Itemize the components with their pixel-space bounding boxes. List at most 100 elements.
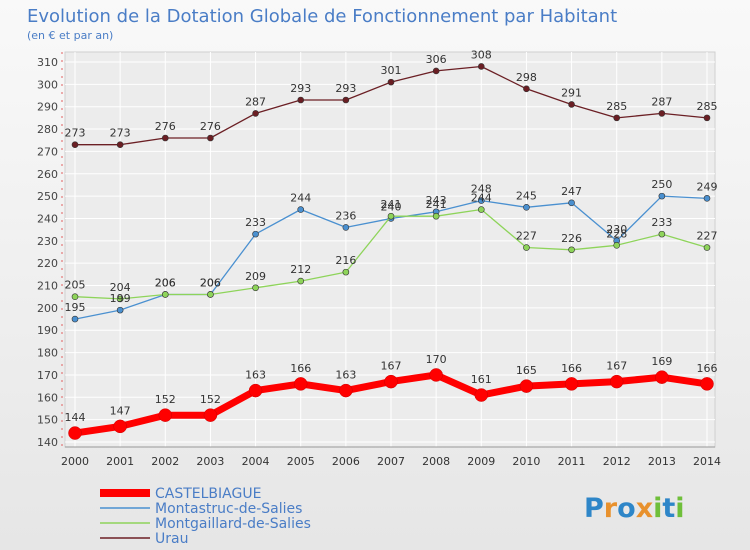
- data-point: [523, 85, 530, 93]
- data-label: 244: [290, 192, 311, 205]
- y-tick-label: 150: [37, 414, 58, 427]
- logo-letter: P: [584, 493, 604, 524]
- y-tick-label: 190: [37, 324, 58, 337]
- y-tick-label: 160: [37, 391, 58, 404]
- x-tick-label: 2012: [603, 455, 631, 468]
- data-label: 250: [651, 178, 672, 191]
- logo-letter: r: [604, 493, 618, 524]
- data-label: 244: [471, 192, 492, 205]
- y-tick-label: 210: [37, 280, 58, 293]
- data-point: [477, 197, 485, 204]
- data-point: [342, 96, 350, 104]
- data-point: [609, 374, 624, 389]
- data-point: [297, 277, 305, 285]
- data-label: 273: [110, 127, 131, 140]
- data-point: [297, 206, 305, 213]
- logo-letter: i: [653, 493, 662, 524]
- data-point: [252, 284, 259, 292]
- y-tick-label: 260: [37, 168, 58, 181]
- chart-title: Evolution de la Dotation Globale de Fonc…: [27, 6, 617, 27]
- data-point: [658, 110, 666, 117]
- data-label: 249: [697, 180, 718, 193]
- logo-letter: x: [636, 493, 653, 524]
- x-tick-label: 2004: [242, 455, 270, 468]
- data-point: [568, 101, 575, 108]
- data-label: 216: [335, 254, 356, 267]
- data-label: 243: [426, 194, 447, 207]
- data-label: 152: [200, 393, 221, 406]
- data-label: 285: [606, 100, 627, 113]
- data-point: [68, 426, 82, 440]
- data-point: [432, 212, 440, 220]
- data-point: [203, 408, 218, 422]
- data-point: [700, 377, 714, 391]
- data-label: 161: [471, 373, 492, 386]
- data-point: [568, 246, 575, 254]
- data-point: [658, 192, 666, 200]
- data-point: [568, 199, 575, 207]
- x-tick-label: 2001: [106, 455, 134, 468]
- logo-letter: o: [617, 493, 636, 524]
- data-point: [703, 244, 711, 251]
- data-label: 247: [561, 185, 582, 198]
- y-tick-label: 180: [37, 347, 58, 360]
- data-point: [703, 114, 711, 122]
- data-point: [658, 230, 666, 238]
- chart-subtitle: (en € et par an): [27, 29, 113, 42]
- data-label: 273: [65, 127, 86, 140]
- data-label: 163: [245, 369, 266, 382]
- data-label: 285: [697, 100, 718, 113]
- data-point: [477, 63, 485, 70]
- data-label: 276: [155, 120, 176, 133]
- data-label: 241: [381, 198, 402, 211]
- x-tick-label: 2006: [332, 455, 360, 468]
- logo-letter: i: [675, 493, 684, 524]
- data-point: [342, 224, 350, 231]
- y-tick-label: 280: [37, 123, 58, 136]
- data-label: 212: [290, 263, 311, 276]
- data-label: 206: [200, 276, 221, 289]
- data-label: 166: [290, 362, 311, 375]
- data-label: 199: [110, 292, 131, 305]
- data-point: [293, 377, 308, 391]
- data-label: 227: [697, 230, 718, 243]
- data-label: 165: [516, 364, 537, 377]
- data-point: [477, 206, 485, 213]
- y-tick-label: 310: [37, 56, 58, 69]
- y-tick-label: 200: [37, 302, 58, 315]
- axes: 140 150 160 170 180 190 200 210 220 230 240 250 260 2…: [37, 52, 721, 468]
- data-point: [523, 244, 530, 251]
- logo-text: Proxiti: [584, 493, 685, 524]
- data-label: 293: [335, 82, 356, 95]
- y-tick-label: 250: [37, 190, 58, 203]
- data-label: 206: [155, 276, 176, 289]
- data-point: [703, 195, 711, 202]
- data-point: [387, 212, 395, 220]
- data-label: 166: [561, 362, 582, 375]
- logo-letter: t: [662, 493, 675, 524]
- x-tick-label: 2010: [512, 455, 540, 468]
- legend-label: Montastruc-de-Salies: [155, 501, 302, 517]
- data-label: 306: [426, 53, 447, 66]
- data-label: 248: [471, 183, 492, 196]
- data-label: 233: [245, 216, 266, 229]
- data-point: [339, 383, 353, 398]
- data-label: 226: [561, 232, 582, 245]
- x-tick-label: 2009: [467, 455, 495, 468]
- data-point: [71, 141, 79, 149]
- y-tick-label: 140: [37, 436, 58, 449]
- data-point: [523, 203, 530, 211]
- data-label: 167: [381, 360, 402, 373]
- legend: CASTELBIAGUEMontastruc-de-SaliesMontgail…: [100, 486, 311, 547]
- y-tick-label: 300: [37, 78, 58, 91]
- data-point: [207, 134, 214, 142]
- data-point: [116, 295, 124, 303]
- data-label: 276: [200, 120, 221, 133]
- data-point: [384, 374, 398, 389]
- data-point: [116, 141, 124, 149]
- data-point: [252, 230, 259, 238]
- x-tick-label: 2002: [151, 455, 179, 468]
- y-tick-label: 270: [37, 145, 58, 158]
